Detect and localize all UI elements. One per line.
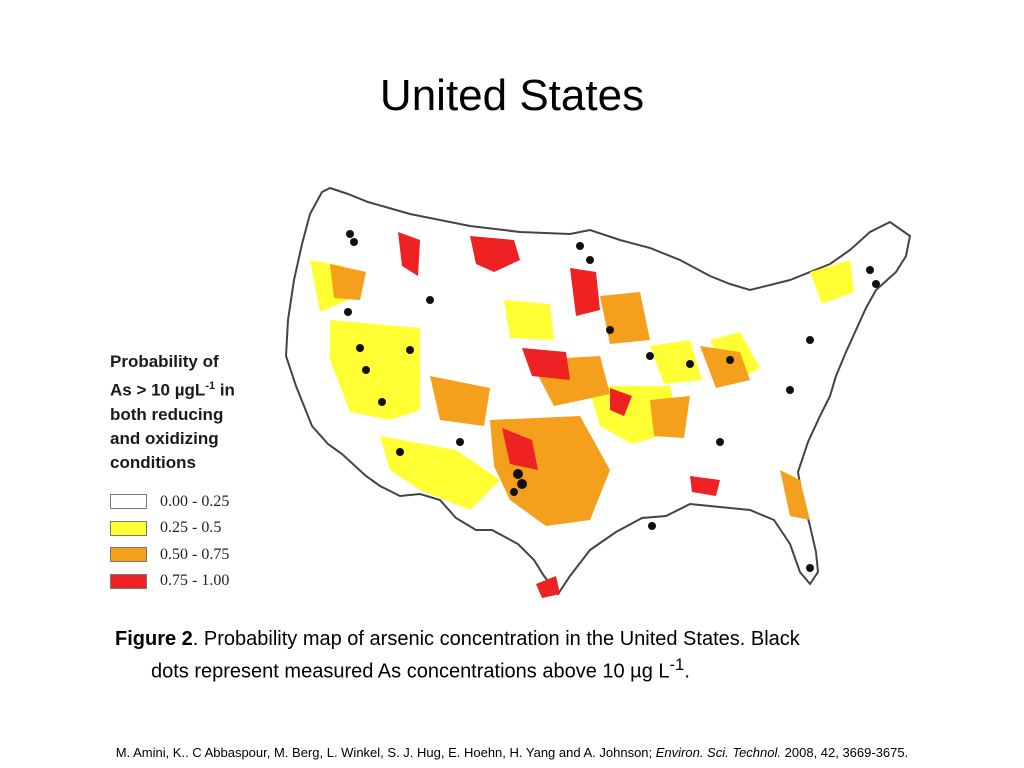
legend-items: 0.00 - 0.25 0.25 - 0.5 0.50 - 0.75 0.75 … (110, 489, 280, 595)
legend-label-medium: 0.25 - 0.5 (160, 519, 222, 537)
figure-caption: Figure 2. Probability map of arsenic con… (115, 626, 935, 685)
dot (426, 296, 434, 304)
dot (648, 522, 656, 530)
legend-swatch-very-high (110, 573, 147, 589)
dot (350, 238, 358, 246)
map-legend: Probability of As > 10 µgL-1 in both red… (110, 350, 280, 595)
caption-line2-wrap: dots represent measured As concentration… (115, 652, 935, 685)
dot (866, 266, 874, 274)
probability-map (270, 180, 930, 600)
legend-label-low: 0.00 - 0.25 (160, 492, 230, 510)
dot (346, 230, 354, 238)
dot (646, 352, 654, 360)
legend-row-low: 0.00 - 0.25 (110, 489, 280, 516)
dot (586, 256, 594, 264)
legend-title: Probability of As > 10 µgL-1 in both red… (110, 350, 280, 475)
citation-authors: M. Amini, K.. C Abbaspour, M. Berg, L. W… (115, 745, 656, 760)
dot (786, 386, 794, 394)
dot (513, 469, 523, 479)
us-map-svg (284, 186, 912, 598)
dot (686, 360, 694, 368)
dot (606, 326, 614, 334)
legend-label-very-high: 0.75 - 1.00 (160, 572, 230, 590)
legend-title-sup: -1 (205, 380, 216, 392)
legend-row-high: 0.50 - 0.75 (110, 542, 280, 569)
dot (356, 344, 364, 352)
slide-title: United States (379, 71, 645, 120)
dot (872, 280, 880, 288)
caption-label: Figure 2 (115, 628, 193, 650)
orange-regions (330, 264, 810, 526)
caption-line2: dots represent measured As concentration… (151, 660, 670, 683)
citation-details: 2008, 42, 3669-3675. (781, 745, 909, 760)
caption-line1: . Probability map of arsenic concentrati… (192, 628, 800, 650)
red-regions (398, 232, 720, 598)
dot (510, 488, 518, 496)
dot (362, 366, 370, 374)
legend-title-prefix: Probability of As > 10 µgL (110, 352, 219, 400)
legend-title-suffix: in both reducing and oxidizing condition… (110, 380, 235, 472)
citation-journal: Environ. Sci. Technol. (655, 745, 782, 760)
dot (378, 398, 386, 406)
dot (806, 564, 814, 572)
dot (344, 308, 352, 316)
caption-end: . (684, 660, 690, 683)
dot (456, 438, 464, 446)
dot (517, 479, 527, 489)
measured-dots (344, 230, 880, 572)
legend-swatch-high (110, 547, 147, 563)
legend-swatch-low (110, 494, 147, 510)
dot (806, 336, 814, 344)
citation: M. Amini, K.. C Abbaspour, M. Berg, L. W… (0, 744, 1024, 762)
dot (406, 346, 414, 354)
legend-row-medium: 0.25 - 0.5 (110, 515, 280, 542)
dot (576, 242, 584, 250)
legend-swatch-medium (110, 520, 147, 536)
legend-row-very-high: 0.75 - 1.00 (110, 568, 280, 595)
dot (396, 448, 404, 456)
legend-label-high: 0.50 - 0.75 (160, 545, 230, 563)
dot (726, 356, 734, 364)
dot (716, 438, 724, 446)
caption-sup: -1 (669, 655, 685, 674)
